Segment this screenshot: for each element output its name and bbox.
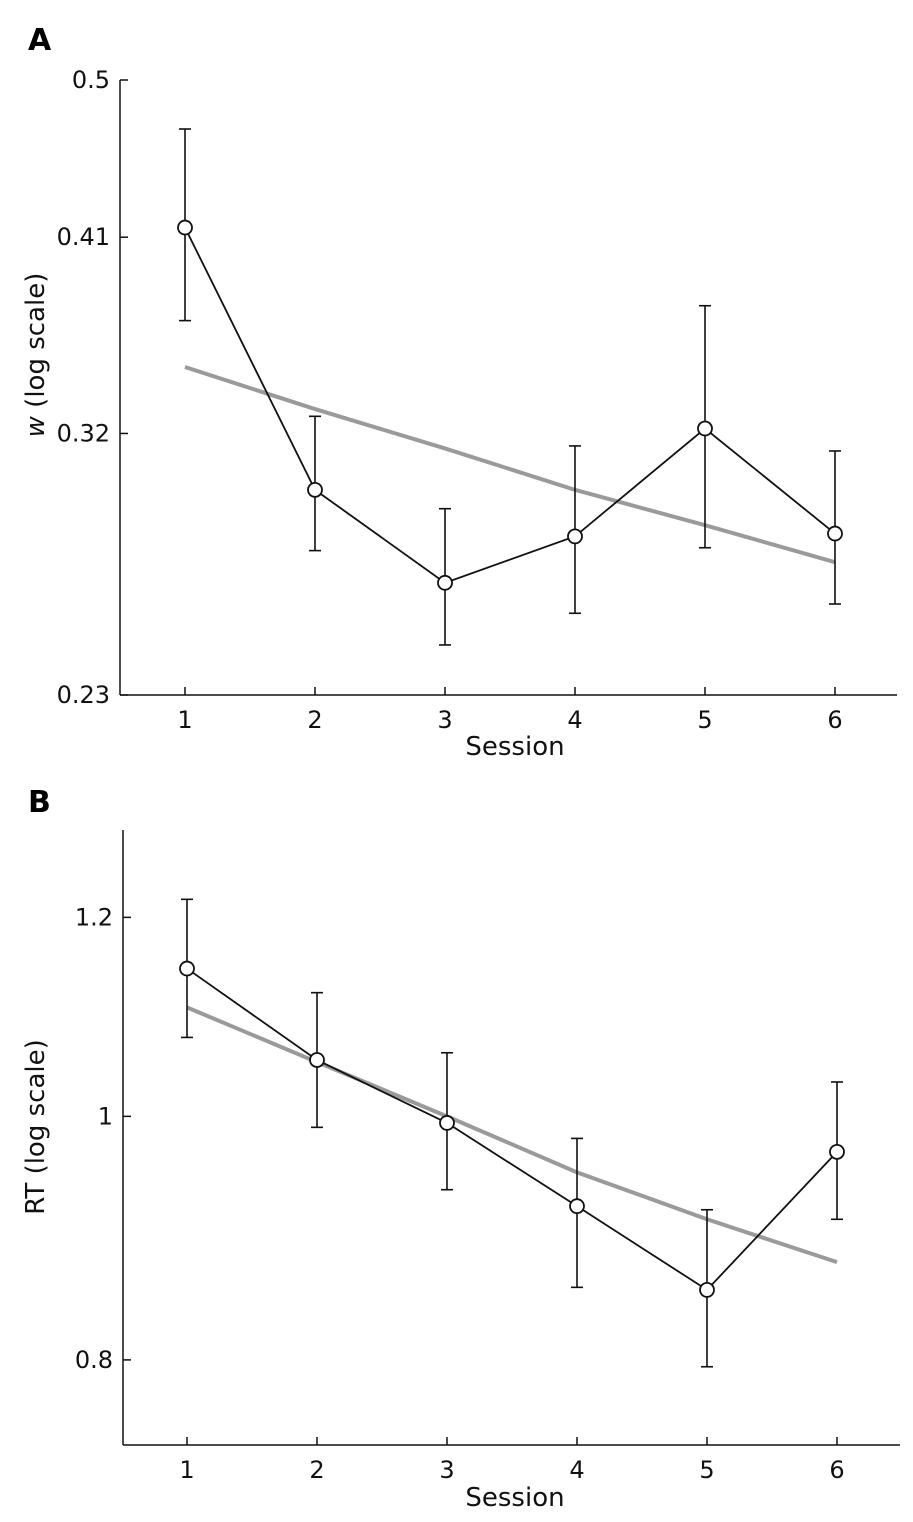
panel-a-data-point [567,528,583,545]
panel-b-mean-line [186,967,838,1292]
panel-b-data-point [179,960,195,977]
panel-b-y-tick-label: 1 [98,1102,113,1130]
panel-a-y-axis-label-rest: (log scale) [21,273,51,416]
panel-a-data-point [307,481,323,498]
panel-a: A 0.23 0.32 0.41 0.5 1 2 3 4 5 6 Session w (log … [21,23,897,762]
panel-a-y-tick-label: 0.41 [57,223,110,251]
panel-a-data-point [827,525,843,542]
panel-a-x-axis-label: Session [465,732,564,762]
panel-b-data-point [569,1198,585,1215]
panel-b-x-tick-label: 3 [439,1456,454,1484]
panel-a-y-axis-label-italic: w [21,415,51,437]
panel-b-fit-line [186,1005,838,1265]
panel-b-x-tick-label: 2 [309,1456,324,1484]
panel-a-y-tick-label: 0.23 [57,681,110,709]
panel-b-y-tick-label: 0.8 [75,1346,113,1374]
panel-b: B 0.8 1 1.2 1 2 3 4 5 6 Session RT (log scale) [21,785,900,1513]
panel-b-data-point [829,1143,845,1160]
panel-b-y-axis-label: RT (log scale) [21,1039,51,1215]
panel-b-data-point [309,1052,325,1068]
panel-a-x-tick-label: 1 [177,706,192,734]
panel-a-x-tick-label: 4 [567,706,582,734]
panel-a-x-tick-label: 6 [827,706,842,734]
panel-a-y-axis-label: w (log scale) [21,273,51,438]
panel-a-x-tick-label: 2 [307,706,322,734]
panel-b-x-tick-label: 1 [179,1456,194,1484]
panel-a-y-tick-label: 0.5 [72,66,110,94]
panel-a-label: A [28,23,52,58]
panel-b-y-tick-label: 1.2 [75,903,113,931]
panel-a-mean-line [184,227,836,584]
panel-a-x-tick-label: 5 [697,706,712,734]
panel-b-x-tick-label: 4 [569,1456,584,1484]
panel-a-data-point [177,219,193,236]
panel-b-x-tick-label: 5 [699,1456,714,1484]
panel-a-y-tick-label: 0.32 [57,419,110,447]
panel-a-data-point [697,420,713,437]
panel-a-data-point [437,574,453,591]
panel-a-x-tick-label: 3 [437,706,452,734]
panel-b-x-axis-label: Session [465,1483,564,1513]
panel-b-label: B [28,785,51,820]
panel-b-data-point [699,1281,715,1298]
panel-b-data-point [439,1115,455,1131]
panel-b-x-tick-label: 6 [829,1456,844,1484]
panel-a-fit-line [184,365,836,565]
